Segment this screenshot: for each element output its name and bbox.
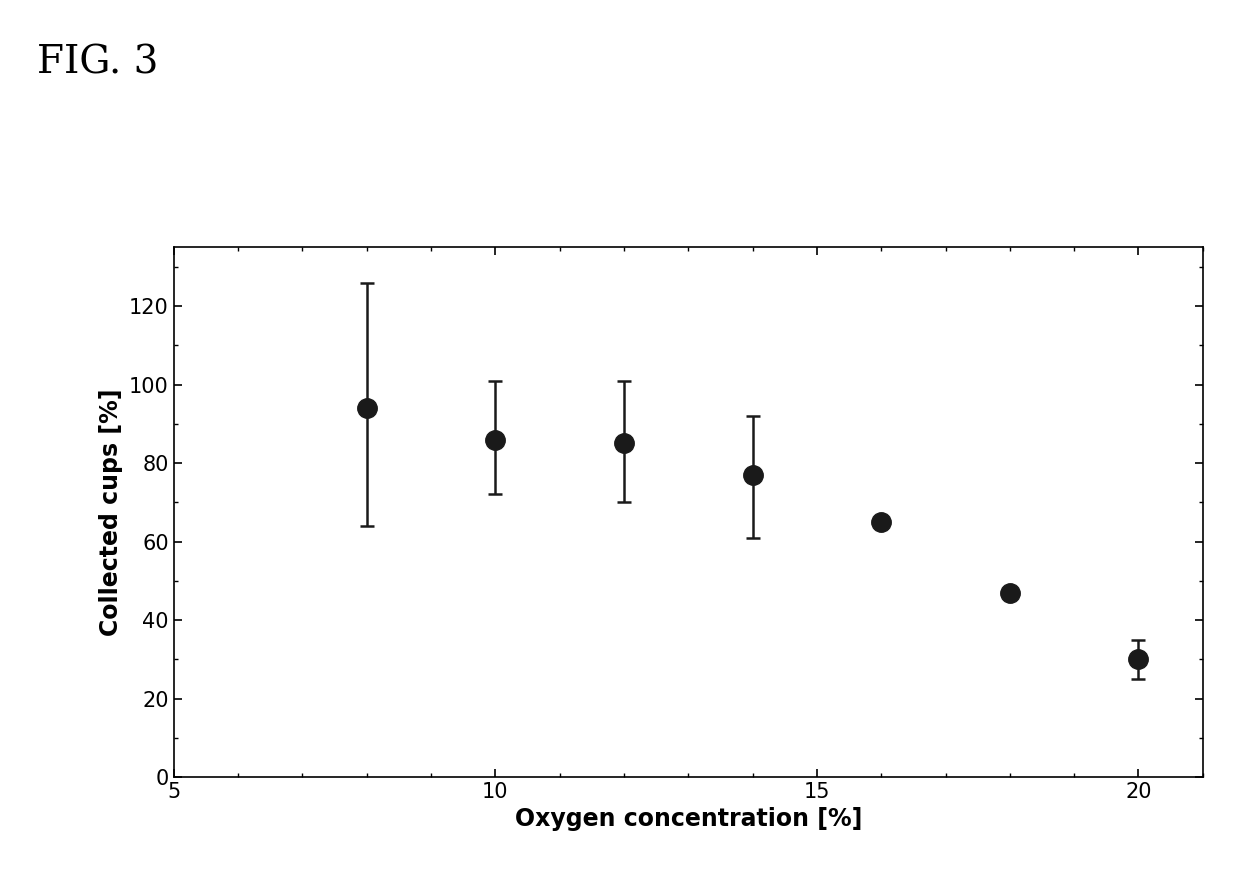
X-axis label: Oxygen concentration [%]: Oxygen concentration [%]	[515, 807, 862, 832]
Y-axis label: Collected cups [%]: Collected cups [%]	[99, 389, 124, 636]
Text: FIG. 3: FIG. 3	[37, 44, 159, 81]
